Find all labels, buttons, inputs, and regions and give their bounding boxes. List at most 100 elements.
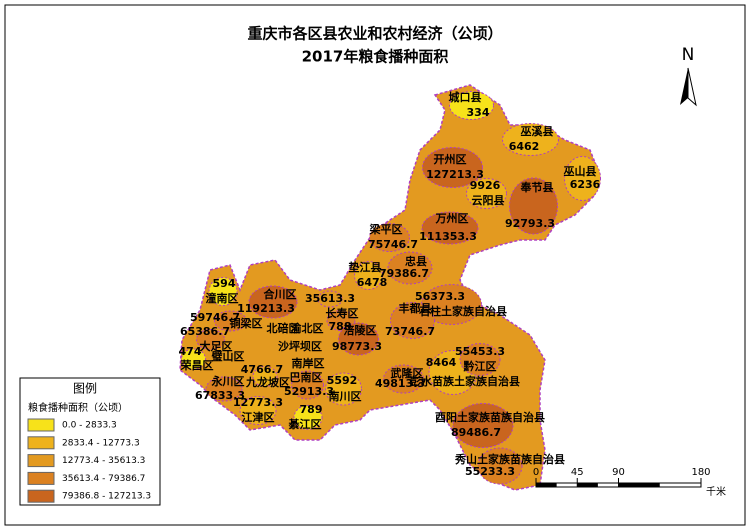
legend-subtitle: 粮食播种面积（公顷） <box>28 401 128 414</box>
region-name: 綦江区 <box>288 417 322 431</box>
scale-label: 180 <box>691 467 710 478</box>
region-name: 潼南区 <box>206 291 239 305</box>
region-value: 92793.3 <box>505 217 555 230</box>
region <box>369 223 410 252</box>
subtitle: 2017年粮食播种面积 <box>302 48 449 66</box>
region-value: 49813.3 <box>375 377 425 390</box>
region-name: 梁平区 <box>369 222 403 236</box>
scale-unit: 千米 <box>706 485 726 498</box>
region-name: 南岸区 <box>292 356 325 370</box>
region-name: 万州区 <box>435 212 469 225</box>
region-name: 丰都县 <box>399 301 432 315</box>
region-name: 大足区 <box>200 339 233 353</box>
region-name: 彭水苗族土家族自治县 <box>410 374 520 388</box>
region <box>181 348 206 370</box>
region <box>293 405 323 430</box>
north-label: N <box>682 45 695 65</box>
region-name: 沙坪坝区 <box>278 339 322 353</box>
region-name: 合川区 <box>264 287 297 301</box>
region-name: 永川区 <box>211 374 245 388</box>
scale-label: 0 <box>533 467 539 478</box>
region-name: 开州区 <box>434 153 467 166</box>
region <box>383 364 424 394</box>
legend-label: 35613.4 - 79386.7 <box>62 474 145 484</box>
region-value: 9926 <box>470 179 501 192</box>
legend-swatch <box>27 454 55 468</box>
region <box>317 290 343 308</box>
region-value: 52913.3 <box>284 385 334 398</box>
region-value: 56373.3 <box>415 290 465 303</box>
region-value: 89486.7 <box>451 426 501 439</box>
region-name: 荣昌区 <box>180 358 214 372</box>
region <box>291 370 324 400</box>
region-value: 73746.7 <box>385 325 435 338</box>
region-value: 6478 <box>357 276 388 289</box>
scale-segment <box>536 483 557 487</box>
region-value: 334 <box>467 106 490 119</box>
region-name: 武隆区 <box>391 366 424 380</box>
region-value: 75746.7 <box>368 238 418 251</box>
region-name: 巫溪县 <box>521 124 554 138</box>
legend-label: 79386.8 - 127213.3 <box>62 492 151 502</box>
region-value: 594 <box>213 277 236 290</box>
region-name: 江津区 <box>242 410 275 424</box>
region-name: 璧山区 <box>212 349 245 363</box>
region <box>252 366 278 387</box>
legend-swatch <box>27 418 55 432</box>
region-name: 巴南区 <box>290 370 323 384</box>
region-value: 65386.7 <box>180 325 230 338</box>
region <box>421 284 482 325</box>
title: 重庆市各区县农业和农村经济（公顷） <box>247 25 502 43</box>
region <box>449 91 494 120</box>
legend-label: 2833.4 - 12773.3 <box>62 438 140 448</box>
region-value: 6462 <box>509 140 540 153</box>
region-name: 云阳县 <box>472 193 505 207</box>
region <box>214 310 247 332</box>
region <box>509 177 558 235</box>
region <box>466 178 507 209</box>
region-name: 渝北区 <box>291 321 324 335</box>
region-name: 南川区 <box>329 389 362 403</box>
region <box>477 447 523 485</box>
scale-label: 45 <box>571 467 584 478</box>
region <box>502 123 559 156</box>
region-name: 涪陵区 <box>344 323 377 337</box>
legend-label: 0.0 - 2833.3 <box>62 421 117 431</box>
scale-segment <box>577 483 598 487</box>
region-value: 111353.3 <box>419 230 477 243</box>
region <box>387 251 433 285</box>
region-name: 北碚区 <box>267 321 300 335</box>
region <box>248 285 298 319</box>
region <box>390 302 435 339</box>
region-name: 长寿区 <box>326 306 359 320</box>
region-name: 黔江区 <box>464 359 497 373</box>
region <box>459 343 501 376</box>
region <box>422 147 483 188</box>
region-name: 巫山县 <box>564 164 597 178</box>
region-value: 98773.3 <box>332 340 382 353</box>
region-value: 127213.3 <box>426 168 484 181</box>
region-value: 474 <box>179 345 202 358</box>
region-value: 79386.7 <box>379 267 429 280</box>
region <box>564 156 601 201</box>
region <box>452 403 514 448</box>
scale-segment <box>618 483 660 487</box>
region <box>205 376 243 402</box>
north-arrow <box>687 67 697 107</box>
region-name: 奉节县 <box>520 180 554 194</box>
region-name: 城口县 <box>449 90 482 104</box>
region <box>354 261 383 290</box>
north-arrow <box>680 68 688 105</box>
region <box>196 329 225 350</box>
region-value: 55453.3 <box>455 345 505 358</box>
region-value: 4766.7 <box>241 363 283 376</box>
region <box>325 372 362 406</box>
region <box>208 277 238 306</box>
region-value: 35613.3 <box>305 292 355 305</box>
region-name: 铜梁区 <box>229 316 263 330</box>
region-value: 67833.3 <box>195 389 245 402</box>
region-name: 九龙坡区 <box>245 375 290 389</box>
region-value: 55233.3 <box>465 465 515 478</box>
region-value: 5592 <box>327 374 358 387</box>
